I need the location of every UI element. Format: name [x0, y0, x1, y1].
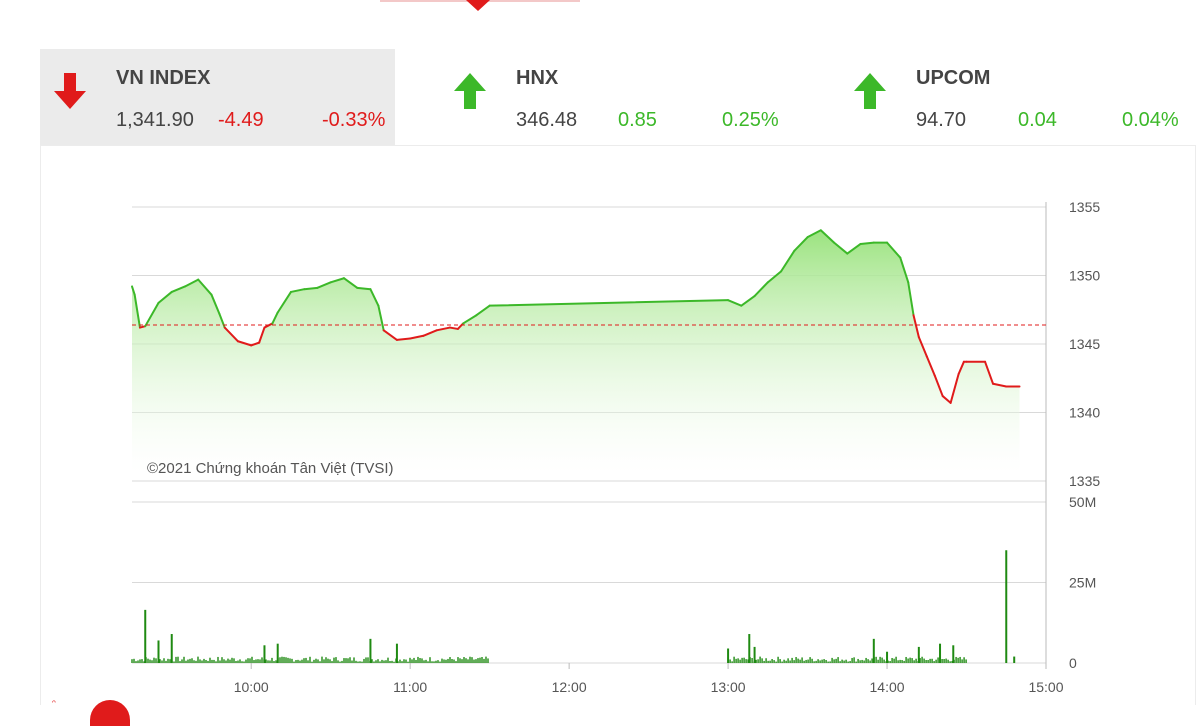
price-segment [941, 395, 952, 404]
price-segment [263, 322, 274, 329]
price-segment [369, 288, 380, 307]
price-segment [727, 299, 743, 307]
price-segment [886, 241, 902, 259]
price-segment [183, 278, 200, 288]
x-tick-label: 15:00 [1028, 679, 1063, 695]
volume-tick-label: 50M [1069, 494, 1096, 510]
price-segment [303, 286, 319, 291]
price-segment [949, 373, 960, 404]
price-segment [957, 360, 965, 376]
price-segment [223, 326, 239, 343]
price-segment [833, 241, 849, 255]
price-segment [377, 304, 385, 332]
price-segment [992, 382, 1008, 388]
price-segment [740, 295, 756, 307]
index-change: 0.04 [1018, 109, 1057, 131]
index-card-vnindex[interactable]: VN INDEX 1,341.90 -4.49 -0.33% [40, 49, 395, 145]
price-tick-label: 1350 [1069, 268, 1100, 284]
price-area-fill [132, 230, 1020, 473]
price-segment [342, 277, 359, 289]
price-segment [456, 322, 465, 330]
chart-watermark: ©2021 Chứng khoán Tân Việt (TVSI) [147, 460, 394, 477]
price-tick-label: 1340 [1069, 405, 1100, 421]
price-segment [289, 288, 306, 293]
price-segment [258, 326, 266, 344]
chart-panel [40, 145, 1196, 705]
volume-bars [131, 550, 1016, 663]
price-segment [846, 242, 862, 255]
volume-tick-label: 25M [1069, 575, 1096, 591]
price-segment [382, 329, 398, 341]
price-segment [475, 304, 491, 317]
x-tick-label: 10:00 [234, 679, 269, 695]
price-segment [806, 229, 822, 239]
index-change-pct: -0.33% [322, 109, 386, 131]
price-segment [409, 334, 425, 340]
price-segment [197, 278, 213, 296]
price-segment [271, 311, 279, 325]
arrow-up-icon [454, 73, 486, 109]
price-segment [912, 314, 920, 339]
price-segment [793, 236, 809, 252]
price-segment [933, 374, 944, 398]
index-change-pct: 0.25% [722, 109, 779, 131]
arrow-up-icon [854, 73, 886, 109]
price-segment [859, 241, 875, 245]
x-tick-label: 13:00 [711, 679, 746, 695]
price-segment [329, 277, 345, 284]
axis-labels: 1355 1350 1345 1340 1335 50M 25M 0 10:00 11:00 12:… [234, 199, 1101, 695]
index-change: 0.85 [618, 109, 657, 131]
price-line [131, 229, 1021, 404]
price-segment [780, 249, 796, 273]
index-card-upcom[interactable]: UPCOM 94.70 0.04 0.04% [840, 49, 1195, 145]
price-segment [435, 326, 451, 332]
index-change-pct: 0.04% [1122, 109, 1179, 131]
price-segment [236, 340, 253, 347]
price-segment [925, 355, 936, 377]
price-segment [316, 281, 332, 289]
price-segment [210, 293, 221, 315]
index-name: VN INDEX [116, 67, 211, 89]
price-segment [422, 329, 438, 337]
x-tick-label: 12:00 [552, 679, 587, 695]
price-segment [250, 341, 261, 347]
volume-tick-label: 0 [1069, 655, 1077, 671]
top-tab-arrow-icon [466, 0, 490, 11]
x-tick-label: 14:00 [870, 679, 905, 695]
price-segment [462, 314, 478, 325]
price-segment [448, 326, 459, 330]
price-segment [899, 256, 910, 284]
price-segment [157, 290, 173, 304]
price-segment [907, 281, 915, 317]
index-change: -4.49 [218, 109, 264, 131]
index-value: 346.48 [516, 109, 578, 131]
price-tick-label: 1355 [1069, 199, 1100, 215]
price-segment [133, 293, 141, 329]
price-segment [766, 270, 783, 284]
price-segment [488, 299, 730, 307]
price-segment [131, 285, 136, 296]
price-segment [984, 360, 995, 385]
footer-glyph: ᵔ [52, 699, 56, 710]
price-segment [395, 337, 412, 341]
price-tick-label: 1335 [1069, 473, 1100, 489]
price-segment [753, 281, 769, 298]
price-area [132, 230, 1020, 473]
price-segment [917, 336, 928, 358]
index-name: UPCOM [916, 67, 991, 89]
index-value: 94.70 [916, 109, 967, 131]
price-segment [144, 301, 160, 328]
index-value: 1,341.90 [116, 109, 194, 131]
price-tick-label: 1345 [1069, 336, 1100, 352]
price-segment [356, 286, 372, 291]
price-segment [819, 229, 836, 244]
index-card-hnx[interactable]: HNX 346.48 0.85 0.25% [440, 49, 795, 145]
arrow-down-icon [54, 73, 86, 109]
price-segment [170, 285, 186, 293]
price-segment [276, 290, 292, 314]
x-tick-label: 11:00 [393, 679, 427, 695]
index-name: HNX [516, 67, 559, 89]
